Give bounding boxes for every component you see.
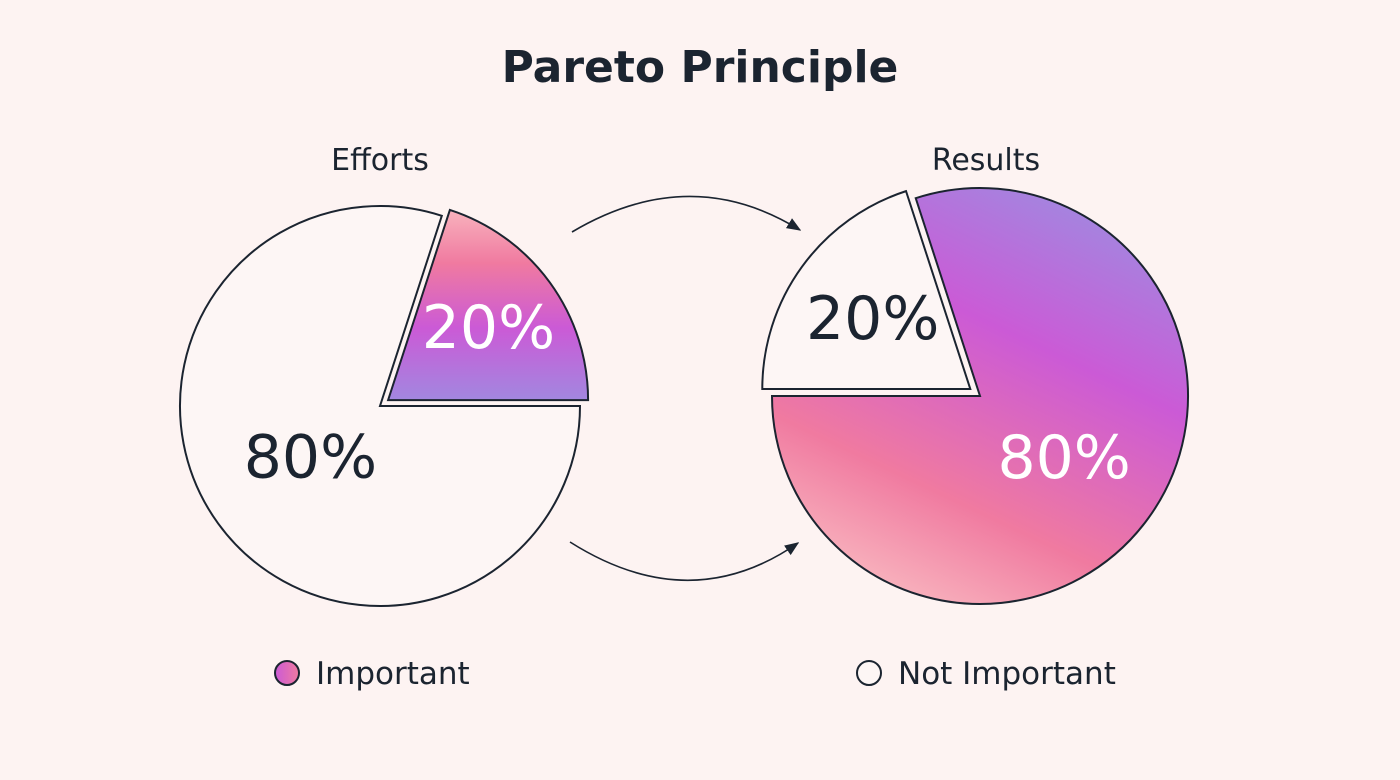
slice-efforts-important xyxy=(386,208,590,402)
legend-label-important: Important xyxy=(316,656,470,692)
legend-item-not-important: Not Important xyxy=(856,656,1116,692)
arrow-top xyxy=(571,195,802,233)
arrow-bottom xyxy=(569,541,800,581)
slice-label-results-not-important: 20% xyxy=(806,284,939,354)
legend: Important Not Important xyxy=(274,656,1116,692)
slice-label-efforts-not-important: 80% xyxy=(244,423,377,493)
slice-results-important xyxy=(770,187,1189,605)
pie-efforts: Efforts 20% 80% xyxy=(179,143,590,607)
slice-results-not-important xyxy=(761,189,972,390)
slice-label-efforts-important: 20% xyxy=(422,293,555,363)
legend-swatch-not-important xyxy=(856,660,882,686)
chart-title: Pareto Principle xyxy=(502,42,899,93)
pie-subtitle-efforts: Efforts xyxy=(331,143,429,178)
pie-results: Results 80% 20% xyxy=(761,143,1189,605)
pie-subtitle-results: Results xyxy=(932,143,1040,178)
legend-label-not-important: Not Important xyxy=(898,656,1116,692)
legend-item-important: Important xyxy=(274,656,470,692)
slice-efforts-not-important xyxy=(179,205,582,607)
legend-swatch-important xyxy=(274,660,300,686)
slice-label-results-important: 80% xyxy=(997,423,1130,493)
